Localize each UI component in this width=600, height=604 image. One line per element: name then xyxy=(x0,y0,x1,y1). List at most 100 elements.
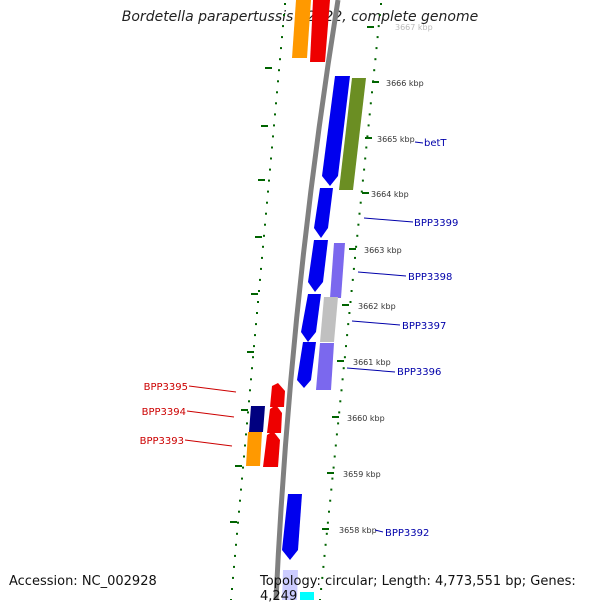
outer-ring-dot xyxy=(329,499,332,502)
gene-feature-blue-1[interactable] xyxy=(322,76,350,186)
inner-ring-dot xyxy=(259,278,261,281)
gene-feature-blue-5[interactable] xyxy=(297,342,316,388)
outer-ring-dot xyxy=(321,576,324,579)
label-connector xyxy=(357,271,407,277)
outer-ring-dot xyxy=(366,135,369,138)
gene-feature-bpp3394a[interactable] xyxy=(267,405,282,433)
gene-feature-blue-6[interactable] xyxy=(282,494,302,560)
outer-ring-dot xyxy=(359,201,362,204)
inner-ring-dot xyxy=(240,488,242,491)
inner-ring-dot xyxy=(281,36,283,39)
label-connector xyxy=(186,410,235,418)
inner-ring-dot xyxy=(261,256,263,259)
inner-ring-dot xyxy=(236,532,238,535)
gene-feature-bpp3398[interactable] xyxy=(330,243,345,298)
inner-ring-dot xyxy=(253,345,255,348)
inner-ring-dot xyxy=(283,14,285,16)
gene-label-bpp3392[interactable]: BPP3392 xyxy=(385,528,429,539)
inner-ring-dot xyxy=(284,3,286,5)
label-connector xyxy=(346,367,396,373)
gene-feature-bpp3394[interactable] xyxy=(249,406,265,432)
outer-ring-dot xyxy=(354,256,356,259)
outer-ring-dot xyxy=(338,411,341,414)
outer-ring-dot xyxy=(332,466,335,469)
gene-label-bpp3397[interactable]: BPP3397 xyxy=(402,321,446,332)
tick-label: 3660 kbp xyxy=(347,414,385,423)
gene-label-betT[interactable]: betT xyxy=(424,138,447,149)
gene-label-bpp3393[interactable]: BPP3393 xyxy=(140,436,184,447)
gene-label-bpp3398[interactable]: BPP3398 xyxy=(408,272,452,283)
dotted-ring-guides xyxy=(230,3,382,600)
inner-ring-dot xyxy=(275,102,277,105)
outer-ring-dot xyxy=(367,124,370,127)
gene-feature-lavender[interactable] xyxy=(282,570,298,600)
outer-ring-dot xyxy=(320,588,323,590)
inner-ring-dot xyxy=(252,356,254,359)
outer-ring-dot xyxy=(351,278,354,281)
inner-ring-dot xyxy=(278,69,280,72)
inner-ring-dot xyxy=(256,312,258,314)
inner-ring-dot xyxy=(242,466,244,469)
gene-feature-blue-4[interactable] xyxy=(301,294,321,342)
inner-ring-dot xyxy=(268,179,270,182)
outer-ring-dot xyxy=(324,543,327,546)
gene-label-bpp3395[interactable]: BPP3395 xyxy=(144,382,188,393)
inner-ring-dot xyxy=(234,554,236,557)
inner-ring-dot xyxy=(251,367,253,370)
gene-features xyxy=(246,0,366,600)
inner-ring-dot xyxy=(239,499,241,502)
gene-feature-red[interactable] xyxy=(310,0,330,62)
outer-ring-dot xyxy=(357,223,360,226)
outer-ring-dot xyxy=(371,91,373,94)
outer-ring-dot xyxy=(374,58,377,61)
inner-ring-dash xyxy=(235,465,242,467)
genome-backbone xyxy=(273,0,341,600)
outer-ring-dot xyxy=(375,47,378,50)
inner-ring-dot xyxy=(276,91,278,94)
inner-ring-dot xyxy=(231,588,233,590)
gene-feature-bpp3393a[interactable] xyxy=(263,431,280,467)
outer-ring-dot xyxy=(326,521,329,524)
outer-ring-dot xyxy=(361,179,364,182)
inner-ring-dot xyxy=(249,389,251,392)
inner-ring-dot xyxy=(265,212,267,215)
outer-ring-dot xyxy=(330,488,333,491)
inner-ring-dot xyxy=(244,444,246,447)
outer-ring-dot xyxy=(369,102,372,105)
gene-label-bpp3394[interactable]: BPP3394 xyxy=(142,407,186,418)
outer-ring-dot xyxy=(360,190,363,193)
gene-feature-orange[interactable] xyxy=(292,0,311,58)
outer-ring-dot xyxy=(376,36,379,39)
inner-ring-dot xyxy=(257,301,259,303)
gene-label-bpp3396[interactable]: BPP3396 xyxy=(397,367,441,378)
inner-ring-dot xyxy=(248,400,250,403)
inner-ring-dot xyxy=(260,267,262,270)
inner-ring-dot xyxy=(255,323,257,326)
inner-ring-dot xyxy=(247,411,249,414)
outer-ring-dot xyxy=(341,378,344,381)
inner-ring-dot xyxy=(272,135,274,138)
tick-label: 3661 kbp xyxy=(353,358,391,367)
gene-feature-betT[interactable] xyxy=(339,78,366,190)
gene-feature-bpp3397[interactable] xyxy=(320,297,338,342)
gene-label-bpp3399[interactable]: BPP3399 xyxy=(414,218,458,229)
inner-ring-dot xyxy=(266,201,268,204)
inner-ring-dot xyxy=(233,565,235,568)
gene-feature-bpp3396[interactable] xyxy=(316,343,334,390)
outer-ring-dot xyxy=(331,477,334,480)
gene-feature-bpp3395[interactable] xyxy=(270,383,285,407)
label-connector xyxy=(414,141,424,144)
outer-ring-dot xyxy=(352,267,355,270)
outer-ring-dot xyxy=(328,510,330,513)
outer-ring-dot xyxy=(365,146,368,149)
gene-feature-cyan[interactable] xyxy=(300,592,314,600)
gene-feature-blue-3[interactable] xyxy=(308,240,328,292)
tick-label: 3667 kbp xyxy=(395,23,433,32)
gene-feature-blue-2[interactable] xyxy=(314,188,333,238)
inner-ring-dot xyxy=(267,190,269,193)
gene-feature-bpp3393[interactable] xyxy=(246,432,262,466)
outer-ring-dot xyxy=(345,345,347,348)
inner-ring-dot xyxy=(264,223,266,226)
